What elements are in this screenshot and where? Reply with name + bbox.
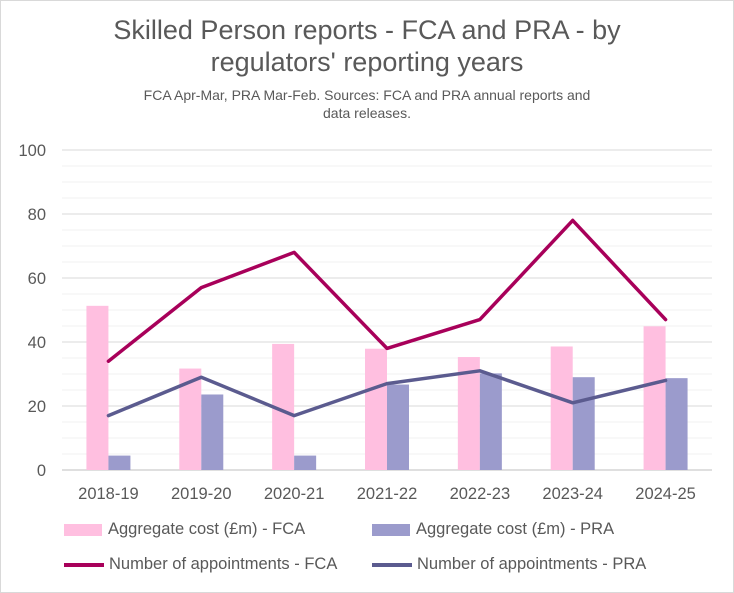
x-tick-label: 2018-19 (78, 485, 139, 503)
bar-pra-cost (201, 394, 224, 470)
bar-pra-cost (108, 455, 131, 470)
chart-title-line-2: regulators' reporting years (210, 47, 524, 77)
chart-title: Skilled Person reports - FCA and PRA - b… (0, 14, 734, 78)
bar-fca-cost (457, 357, 480, 470)
y-tick-label: 20 (28, 398, 46, 416)
bar-fca-cost (643, 326, 666, 470)
x-tick-label: 2020-21 (264, 485, 325, 503)
bar-pra-cost (665, 378, 688, 470)
chart-subtitle: FCA Apr-Mar, PRA Mar-Feb. Sources: FCA a… (0, 86, 734, 122)
bar-pra-cost (479, 373, 502, 470)
chart-subtitle-line-2: data releases. (323, 105, 411, 121)
x-tick-label: 2019-20 (171, 485, 232, 503)
x-tick-label: 2022-23 (450, 485, 511, 503)
y-tick-label: 40 (28, 334, 46, 352)
series-line-pra-appointments (106, 369, 668, 418)
bar-fca-cost (272, 343, 295, 470)
chart-subtitle-line-1: FCA Apr-Mar, PRA Mar-Feb. Sources: FCA a… (143, 87, 591, 103)
series-line-fca-appointments (106, 218, 668, 363)
y-tick-label: 0 (37, 462, 46, 480)
x-tick-label: 2021-22 (357, 485, 418, 503)
bar-fca-cost (86, 305, 109, 470)
bar-fca-cost (179, 368, 202, 470)
bar-pra-cost (294, 455, 317, 470)
x-tick-label: 2023-24 (542, 485, 603, 503)
bar-pra-cost (572, 377, 595, 470)
y-tick-label: 60 (28, 270, 46, 288)
chart-title-line-1: Skilled Person reports - FCA and PRA - b… (113, 15, 621, 45)
y-tick-label: 80 (28, 206, 46, 224)
bar-fca-cost (365, 348, 387, 470)
bar-fca-cost (550, 346, 573, 470)
x-tick-label: 2024-25 (635, 485, 696, 503)
y-tick-label: 100 (18, 142, 46, 160)
bar-pra-cost (387, 384, 409, 470)
